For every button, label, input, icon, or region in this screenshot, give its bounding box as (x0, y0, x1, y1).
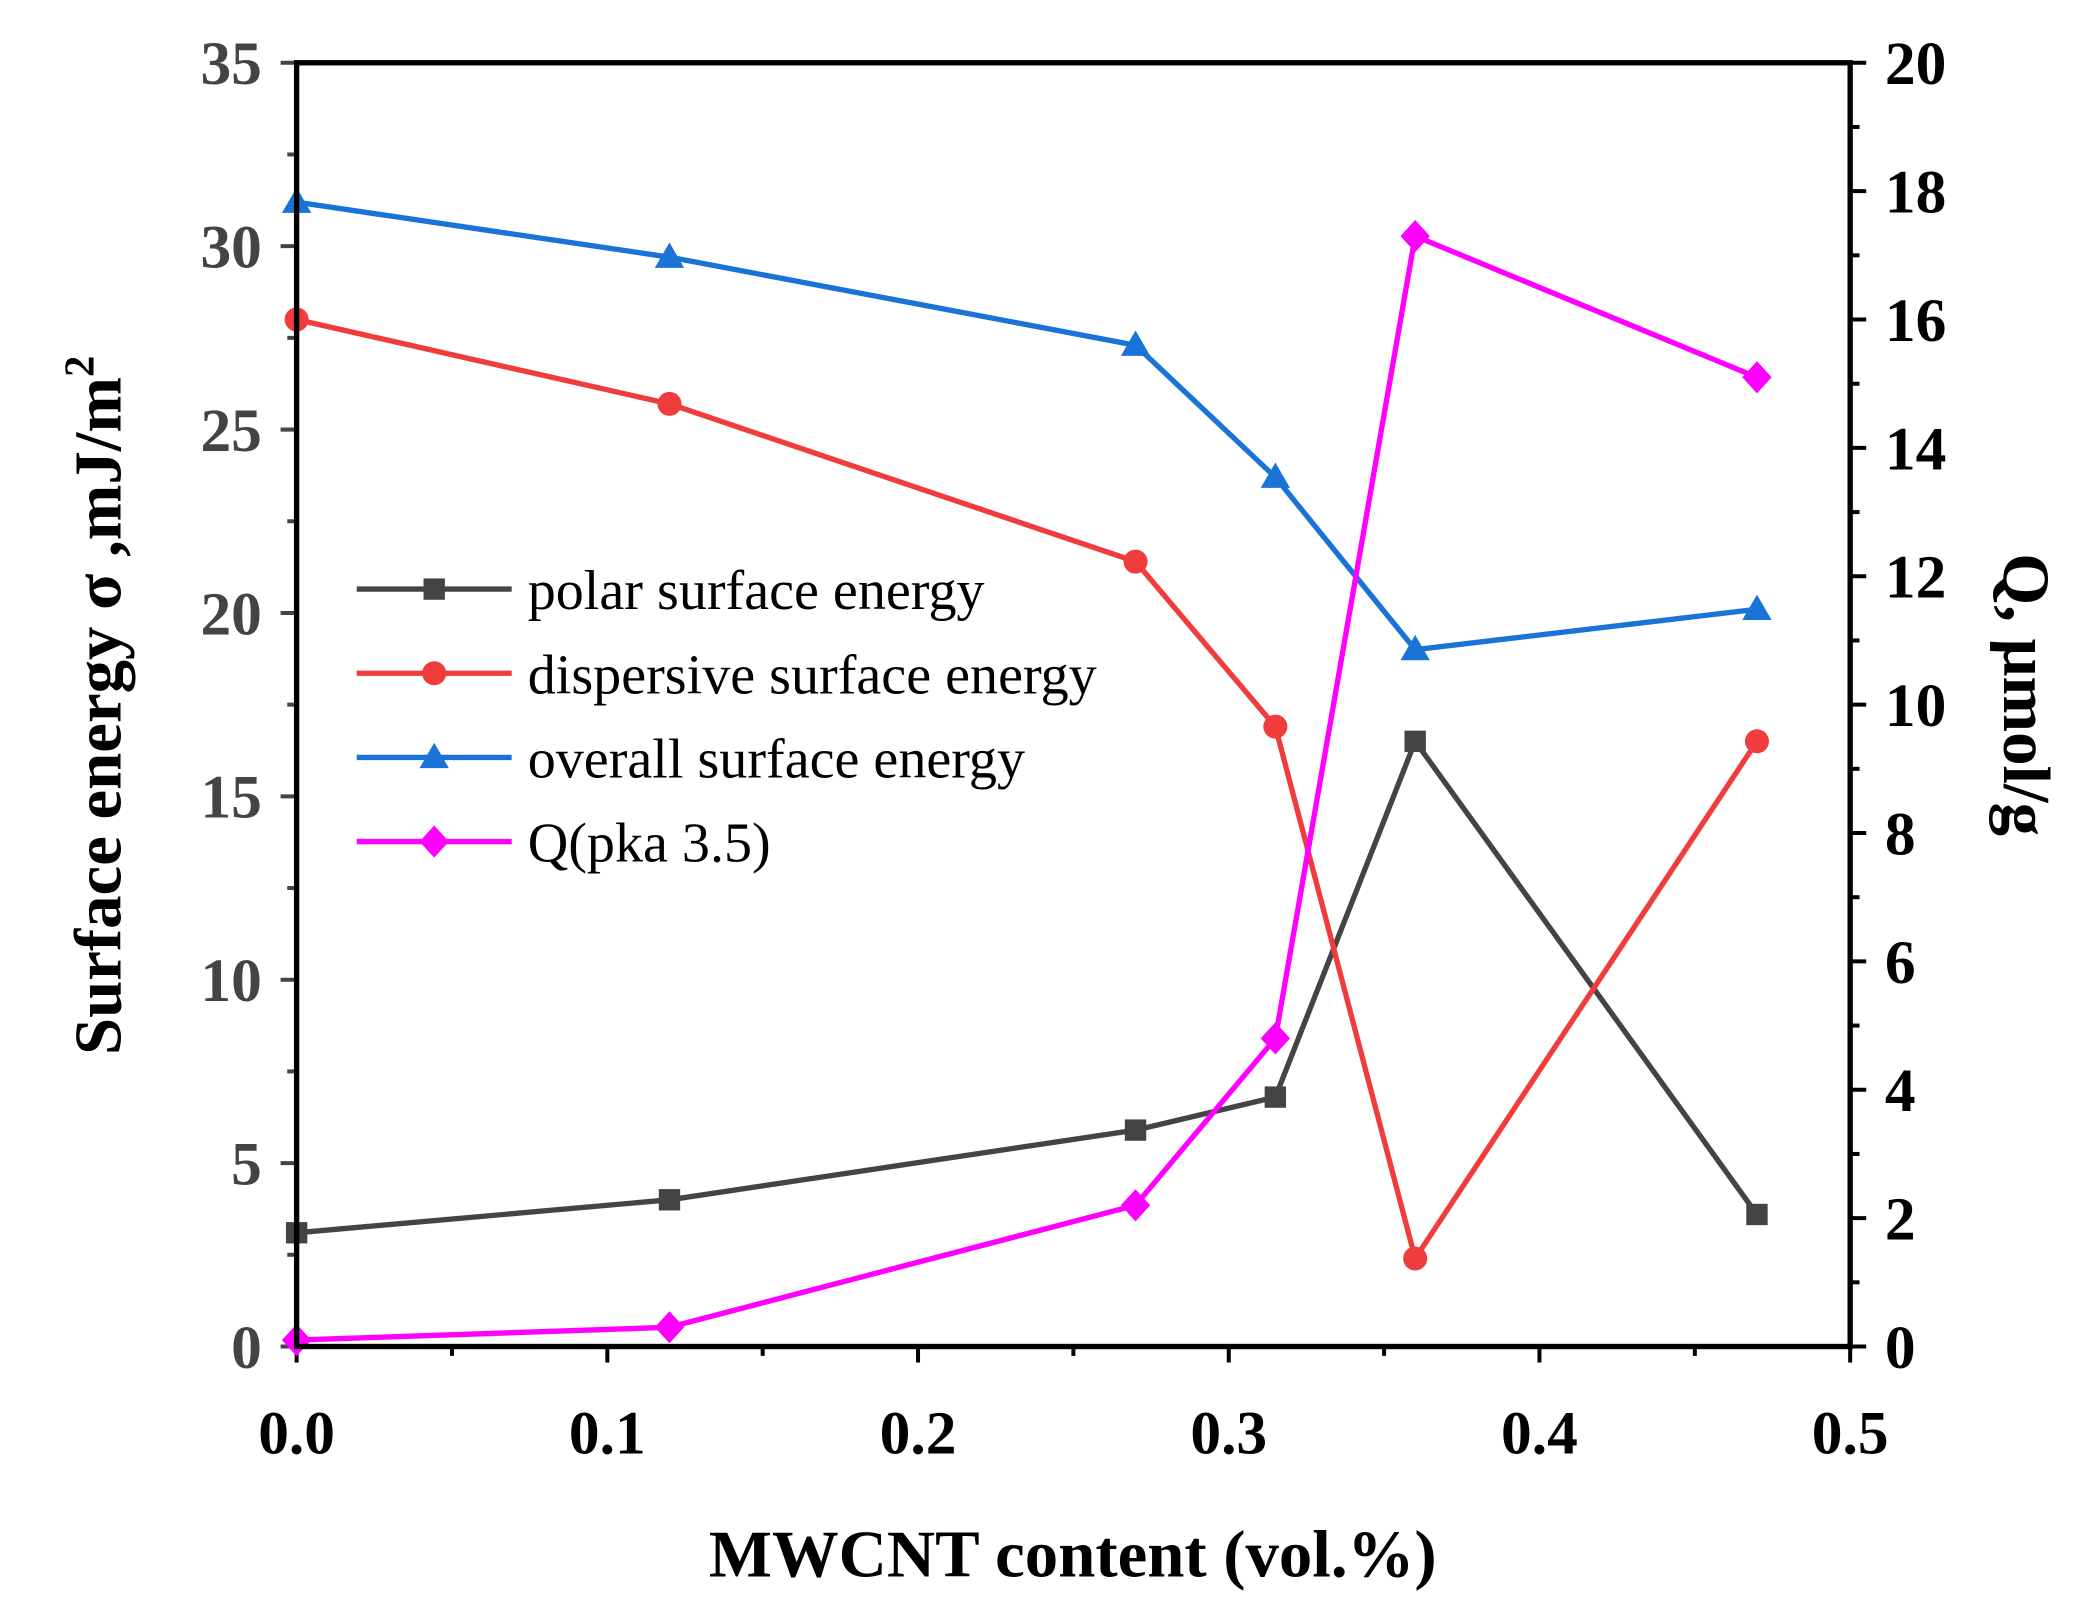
legend-label: Q(pka 3.5) (528, 813, 771, 875)
series-line-2 (296, 199, 1758, 653)
triangle-marker (1742, 594, 1772, 620)
x-axis-label: MWCNT content (vol.%) (709, 1517, 1437, 1591)
y-tick-label: 0 (231, 1314, 262, 1382)
series-lines (281, 187, 1772, 1357)
triangle-marker (1120, 330, 1151, 356)
triangle-marker (1260, 462, 1291, 488)
circle-marker (1263, 714, 1288, 739)
y2-tick-label: 14 (1885, 415, 1946, 483)
triangle-marker (419, 742, 449, 769)
y2-tick-label: 20 (1885, 30, 1946, 98)
diamond-marker (1742, 361, 1772, 394)
y-tick-label: 5 (231, 1130, 262, 1198)
circle-marker (422, 661, 447, 686)
x-tick-label: 0.4 (1501, 1399, 1578, 1467)
y-tick-label: 30 (200, 214, 261, 282)
square-marker (1264, 1086, 1287, 1108)
y-tick-label: 10 (200, 947, 261, 1015)
diamond-marker (419, 825, 449, 858)
triangle-marker (1400, 634, 1430, 661)
y2-axis-label: Q, μmol/g (1989, 553, 2063, 836)
legend: polar surface energy dispersive surface e… (356, 560, 1097, 875)
square-marker (1404, 730, 1426, 753)
y2-tick-label: 18 (1885, 159, 1946, 227)
y2-tick-label: 0 (1885, 1314, 1916, 1382)
series-line-1 (296, 316, 1760, 1265)
x-tick-label: 0.5 (1812, 1399, 1889, 1467)
diamond-marker (1260, 1022, 1291, 1055)
y-axis-label: Surface energy σ ,mJ/m2 (57, 356, 136, 1055)
y2-tick-label: 6 (1885, 929, 1916, 997)
x-tick-label: 0.1 (569, 1399, 646, 1467)
legend-label: overall surface energy (528, 728, 1025, 790)
y2-tick-label: 4 (1885, 1057, 1916, 1125)
square-marker (658, 1189, 681, 1211)
y-tick-label: 25 (200, 397, 261, 465)
x-tick-label: 0.3 (1190, 1399, 1267, 1467)
diamond-marker (654, 1311, 685, 1344)
circle-marker (1123, 549, 1148, 574)
square-marker (423, 578, 445, 600)
y-tick-label: 20 (200, 580, 261, 648)
legend-label: dispersive surface energy (528, 644, 1097, 706)
plot-frame (293, 60, 1853, 1350)
y-tick-label: 15 (200, 764, 261, 832)
diamond-marker (1120, 1189, 1151, 1222)
square-marker (1746, 1203, 1768, 1226)
y2-tick-label: 10 (1885, 672, 1946, 740)
y2-tick-label: 12 (1885, 544, 1946, 612)
y2-tick-label: 16 (1885, 287, 1946, 355)
x-tick-label: 0.0 (258, 1399, 335, 1467)
y2-tick-label: 2 (1885, 1186, 1916, 1254)
diamond-marker (1400, 220, 1430, 253)
y2-tick-label: 8 (1885, 800, 1916, 868)
circle-marker (657, 391, 682, 416)
y-tick-label: 35 (200, 30, 261, 98)
triangle-marker (654, 242, 685, 268)
series-line-0 (296, 735, 1760, 1236)
legend-label: polar surface energy (528, 560, 985, 622)
series-line-3 (296, 232, 1758, 1343)
x-tick-label: 0.2 (880, 1399, 957, 1467)
circle-marker (1744, 729, 1769, 754)
square-marker (1124, 1119, 1147, 1141)
axis-ticks: 0.0 0.1 0.2 0.3 0.4 0.5 0 5 10 15 20 25 30 35 0 2 4 6 8 10 1… (200, 30, 1946, 1467)
circle-marker (1403, 1246, 1428, 1271)
